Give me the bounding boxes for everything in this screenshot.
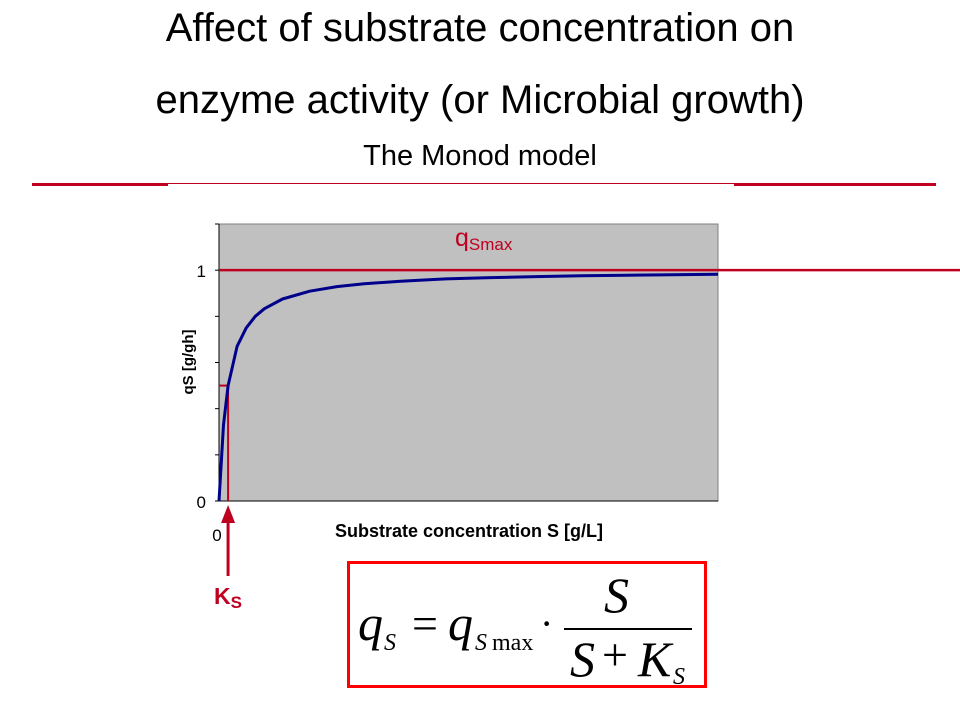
qsmax-label: qSmax [455, 224, 513, 254]
qsmax-label-main: q [455, 224, 469, 252]
ks-arrow-icon [221, 505, 236, 523]
equation-equals: = [412, 598, 438, 649]
slide-title-line-2: enzyme activity (or Microbial growth) [155, 78, 805, 122]
title-underline-center [168, 183, 734, 184]
equation-denominator-k: K [638, 631, 672, 687]
title-underline-right [734, 183, 936, 186]
equation-denominator-k-subscript: S [673, 664, 685, 690]
equation-rhs-q: q [448, 595, 473, 651]
y-tick-label-0: 0 [197, 493, 206, 512]
x-tick-label-0: 0 [212, 526, 221, 545]
plot-area [218, 223, 719, 502]
monod-curve-series [217, 272, 719, 502]
ks-label: KS [214, 583, 242, 612]
equation-rhs-subscript: S [475, 630, 487, 656]
x-axis-title: Substrate concentration S [g/L] [335, 521, 603, 541]
equation-rhs-max: max [492, 630, 534, 656]
ks-label-sub: S [231, 593, 242, 612]
monod-equation: q S = q S max · S S + K S [350, 564, 704, 690]
equation-numerator: S [604, 567, 629, 623]
y-axis-ticks [215, 223, 219, 502]
equation-lhs-subscript: S [384, 630, 396, 656]
slide-subtitle: The Monod model [363, 140, 597, 172]
y-tick-label-1: 1 [197, 262, 206, 281]
y-axis-title: qS [g/gh] [180, 330, 197, 395]
equation-fraction-bar [564, 628, 692, 630]
monod-equation-box: q S = q S max · S S + K S [347, 561, 707, 690]
slide-title-line-1: Affect of substrate concentration on [165, 6, 795, 50]
equation-denominator-plus: + [602, 629, 628, 680]
equation-lhs-q: q [358, 595, 383, 651]
title-underline-left [32, 183, 168, 186]
ks-label-main: K [214, 583, 231, 609]
qsmax-label-sub: Smax [469, 235, 513, 254]
equation-denominator-s: S [570, 631, 595, 687]
equation-multiply-dot: · [540, 601, 554, 646]
